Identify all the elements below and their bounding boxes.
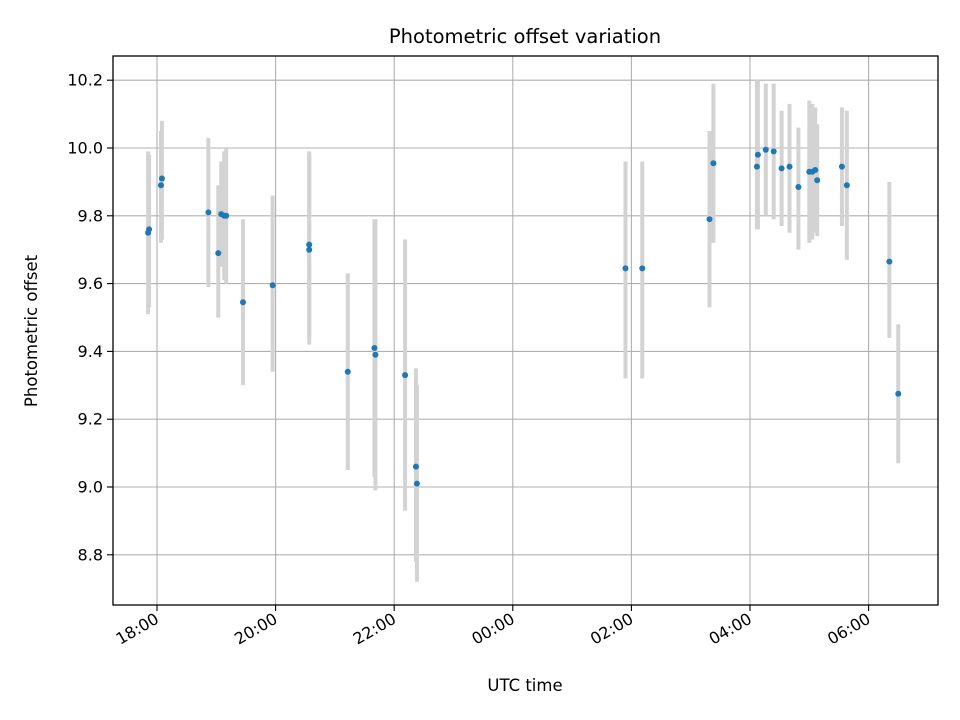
data-point <box>306 246 313 253</box>
grid <box>113 56 938 605</box>
data-point <box>205 209 212 216</box>
y-tick-label: 8.8 <box>78 545 103 564</box>
data-point <box>710 160 717 167</box>
y-tick-label: 10.0 <box>67 139 103 158</box>
data-point <box>762 146 769 153</box>
data-point <box>814 177 821 184</box>
data-point <box>812 167 819 174</box>
data-point <box>344 368 351 375</box>
data-point <box>770 148 777 155</box>
y-tick-label: 9.8 <box>78 206 103 225</box>
x-tick-label: 04:00 <box>706 609 755 649</box>
data-point <box>838 163 845 170</box>
y-tick-label: 10.2 <box>67 71 103 90</box>
x-tick-label: 02:00 <box>587 609 636 649</box>
error-bars <box>146 80 901 582</box>
data-point <box>895 390 902 397</box>
data-point <box>158 175 165 182</box>
x-tick-label: 20:00 <box>231 609 280 649</box>
data-point <box>402 372 409 379</box>
data-point <box>157 182 164 189</box>
data-point <box>754 151 761 158</box>
data-point <box>706 216 713 223</box>
data-point <box>371 345 378 352</box>
data-point <box>639 265 646 272</box>
data-points <box>145 146 902 487</box>
data-point <box>753 163 760 170</box>
data-point <box>269 282 276 289</box>
data-point <box>215 250 222 257</box>
x-tick-label: 18:00 <box>113 609 162 649</box>
x-axis-label: UTC time <box>487 676 562 695</box>
y-axis-label: Photometric offset <box>22 254 41 407</box>
data-point <box>886 258 893 265</box>
data-point <box>306 241 313 248</box>
x-tick-label: 00:00 <box>468 609 517 649</box>
x-tick-label: 06:00 <box>824 609 873 649</box>
data-point <box>622 265 629 272</box>
data-point <box>223 212 230 219</box>
data-point <box>239 299 246 306</box>
y-tick-label: 9.2 <box>78 410 103 429</box>
y-tick-label: 9.4 <box>78 342 103 361</box>
plot-frame <box>112 55 939 606</box>
data-point <box>146 226 153 233</box>
y-axis-ticks: 8.8 9.0 9.2 9.4 9.6 9.8 10.0 10.2 <box>67 71 113 564</box>
chart-title: Photometric offset variation <box>389 25 661 48</box>
y-tick-label: 9.6 <box>78 274 103 293</box>
y-tick-label: 9.0 <box>78 478 103 497</box>
data-point <box>786 163 793 170</box>
data-point <box>843 182 850 189</box>
data-point <box>778 165 785 172</box>
x-axis-ticks: 18:00 20:00 22:00 00:00 02:00 04:00 06:00 <box>113 605 874 649</box>
x-tick-label: 22:00 <box>350 609 399 649</box>
data-point <box>412 463 419 470</box>
data-point <box>413 480 420 487</box>
data-point <box>795 183 802 190</box>
data-point <box>372 351 379 358</box>
